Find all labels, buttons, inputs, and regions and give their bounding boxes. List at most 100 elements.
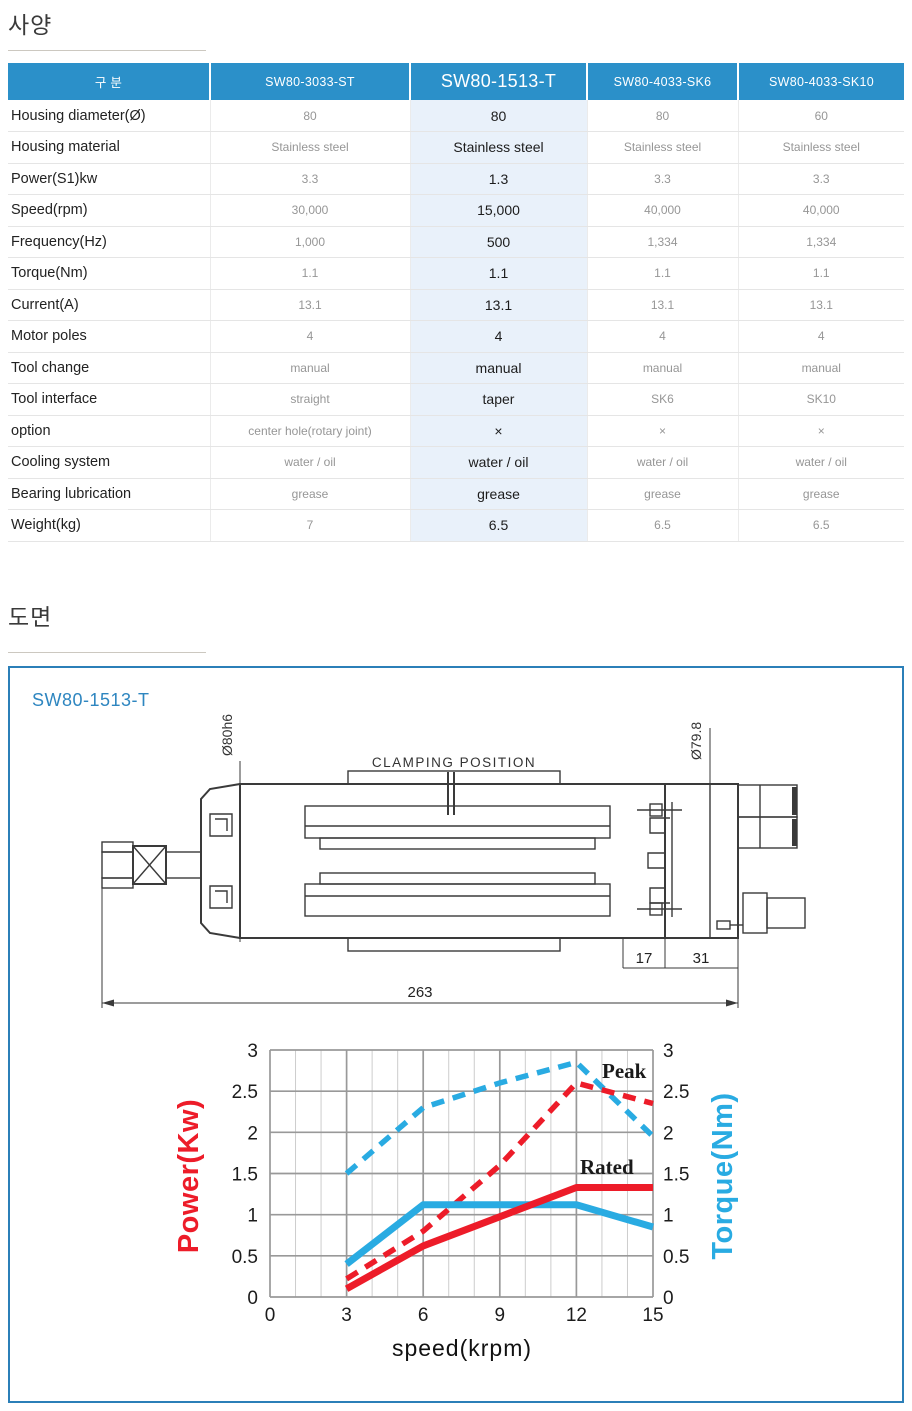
tick-label: 0 [247, 1288, 258, 1309]
series-rated-torque-nm- [344, 1201, 654, 1267]
table-row: Tool change manual manual manual manual [8, 352, 904, 384]
cell-value: center hole(rotary joint) [210, 415, 411, 447]
cell-value: × [738, 415, 904, 447]
row-label: Tool interface [8, 383, 211, 416]
cell-value-highlighted: water / oil [410, 446, 588, 479]
cell-value-highlighted: 80 [410, 100, 588, 132]
row-label: Housing material [8, 131, 211, 164]
table-row: Motor poles 4 4 4 4 [8, 320, 904, 353]
row-label: Cooling system [8, 446, 211, 479]
chart-ylabel-right: Torque(Nm) [707, 1092, 739, 1259]
cell-value-highlighted: 500 [410, 226, 588, 258]
cell-value: grease [738, 478, 904, 510]
dia-80h6-label: Ø80h6 [219, 714, 235, 756]
table-row: Power(S1)kw 3.3 1.3 3.3 3.3 [8, 163, 904, 195]
drain-fitting [716, 920, 731, 930]
cell-value: 3.3 [738, 163, 904, 195]
section-divider [8, 50, 206, 51]
table-row: Cooling system water / oil water / oil wate… [8, 446, 904, 479]
series-rated-power-kw- [344, 1183, 653, 1292]
spec-section-title: 사양 [8, 12, 53, 38]
table-row: Housing material Stainless steel Stainless… [8, 131, 904, 164]
dim-263-label: 263 [407, 984, 432, 1001]
tick-label: 0.5 [232, 1247, 258, 1268]
table-row: Current(A) 13.1 13.1 13.1 13.1 [8, 289, 904, 321]
series-peak-torque-nm- [344, 1059, 655, 1176]
spec-table-header-row: 구 분 SW80-3033-ST SW80-1513-T SW80-4033-S… [8, 63, 904, 100]
cell-value: SK6 [587, 383, 739, 416]
dia-79-8-label: Ø79.8 [688, 722, 704, 760]
cell-value: × [587, 415, 739, 447]
cell-value: 30,000 [210, 194, 411, 227]
cell-value: 40,000 [738, 194, 904, 227]
cell-value: 1,334 [738, 226, 904, 258]
tick-label: 0.5 [663, 1247, 689, 1268]
cell-value-highlighted: manual [410, 352, 588, 384]
connector-top-1 [737, 784, 798, 818]
stator-lower [304, 883, 611, 917]
cell-value: grease [587, 478, 739, 510]
cell-value: 4 [587, 320, 739, 353]
cell-value: 80 [210, 100, 411, 132]
table-row: Weight(kg) 7 6.5 6.5 6.5 [8, 509, 904, 542]
cell-value: 7 [210, 509, 411, 542]
cell-value-highlighted: 1.1 [410, 257, 588, 290]
cell-value: 3.3 [210, 163, 411, 195]
tick-label: 12 [566, 1305, 587, 1326]
cell-value: 1,334 [587, 226, 739, 258]
col-header-sw80-4033-sk10: SW80-4033-SK10 [738, 63, 904, 100]
cell-value: 13.1 [587, 289, 739, 321]
col-header-sw80-3033-st: SW80-3033-ST [210, 63, 411, 100]
shaft-tab-top [101, 841, 134, 853]
col-header-sw80-4033-sk6: SW80-4033-SK6 [587, 63, 739, 100]
cell-value: 60 [738, 100, 904, 132]
row-label: Speed(rpm) [8, 194, 211, 227]
cell-value: 1,000 [210, 226, 411, 258]
cell-value-highlighted: taper [410, 383, 588, 416]
tick-label: 1.5 [232, 1165, 258, 1186]
tick-label: 2 [247, 1123, 258, 1144]
cell-value: straight [210, 383, 411, 416]
row-label: Tool change [8, 352, 211, 384]
col-header-sw80-1513-t: SW80-1513-T [410, 63, 588, 100]
performance-chart: 0 3 6 9 12 150 00.5 0.51 11.5 1.52 22.5 2.53 3 Power… [173, 1041, 739, 1361]
technical-drawing: CLAMPING POSITION [101, 714, 806, 1008]
cell-value-highlighted: 6.5 [410, 509, 588, 542]
tick-label: 2 [663, 1123, 674, 1144]
tick-label: 1 [247, 1206, 258, 1227]
tick-label: 3 [341, 1305, 352, 1326]
stator-upper [304, 805, 611, 839]
tick-label: 15 [642, 1305, 663, 1326]
cell-value-highlighted: × [410, 415, 588, 447]
table-row: Speed(rpm) 30,000 15,000 40,000 40,000 [8, 194, 904, 227]
cell-value: Stainless steel [210, 131, 411, 164]
chart-ylabel-left: Power(Kw) [173, 1099, 205, 1253]
row-label: Current(A) [8, 289, 211, 321]
row-label: Frequency(Hz) [8, 226, 211, 258]
cell-value: 1.1 [587, 257, 739, 290]
cell-value-highlighted: grease [410, 478, 588, 510]
nose-flange [200, 783, 241, 939]
dim-31-label: 31 [693, 950, 710, 967]
spec-table: 구 분 SW80-3033-ST SW80-1513-T SW80-4033-S… [8, 63, 904, 542]
tick-label: 0 [265, 1305, 276, 1326]
series-peak-power-kw- [345, 1080, 654, 1282]
cell-value: 80 [587, 100, 739, 132]
drawing-section-title: 도면 [8, 604, 53, 630]
cell-value-highlighted: 1.3 [410, 163, 588, 195]
shaft-tab-bottom [101, 877, 134, 889]
cell-value: Stainless steel [587, 131, 739, 164]
cell-value: Stainless steel [738, 131, 904, 164]
row-label: Torque(Nm) [8, 257, 211, 290]
tick-label: 0 [663, 1288, 674, 1309]
cell-value: 3.3 [587, 163, 739, 195]
cell-value: manual [210, 352, 411, 384]
cell-value: 4 [210, 320, 411, 353]
row-label: option [8, 415, 211, 447]
cell-value: manual [738, 352, 904, 384]
cell-value: water / oil [587, 446, 739, 479]
tick-label: 2.5 [232, 1082, 258, 1103]
cell-value-highlighted: Stainless steel [410, 131, 588, 164]
row-label: Bearing lubrication [8, 478, 211, 510]
spec-table-body: Housing diameter(Ø) 80 80 80 60 Housing mater… [8, 100, 904, 542]
